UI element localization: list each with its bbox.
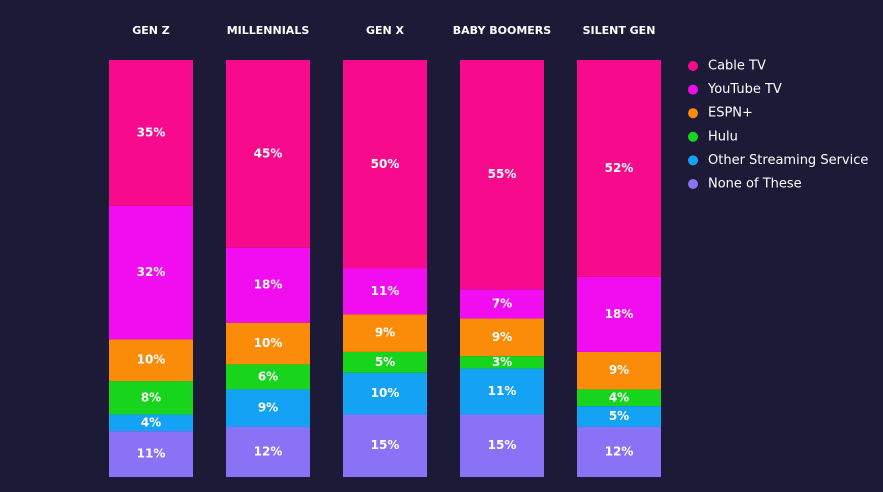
bar-segment — [343, 414, 427, 477]
bar-segment — [460, 289, 544, 319]
legend-label: Hulu — [708, 129, 738, 144]
bar-segment — [577, 351, 661, 390]
data-label: 4% — [609, 390, 629, 404]
legend-marker — [688, 84, 698, 95]
bar-segment — [109, 60, 193, 206]
legend-marker — [688, 108, 698, 119]
data-label: 35% — [137, 125, 166, 139]
data-label: 9% — [492, 330, 512, 344]
data-label: 7% — [492, 296, 512, 310]
legend-label: Other Streaming Service — [708, 153, 868, 168]
data-label: 5% — [609, 409, 629, 423]
data-label: 15% — [371, 438, 400, 452]
bar-segment — [577, 406, 661, 427]
bar-segment — [460, 368, 544, 415]
data-label: 55% — [488, 167, 517, 181]
data-label: 18% — [605, 307, 634, 321]
bar-segment — [577, 60, 661, 277]
data-label: 32% — [137, 265, 166, 279]
bar-segment — [577, 389, 661, 407]
bar-segment — [460, 414, 544, 477]
data-label: 6% — [258, 369, 278, 383]
bar-segment — [577, 276, 661, 352]
legend-marker — [688, 179, 698, 189]
bar-segment — [226, 364, 310, 390]
bar-segment — [460, 60, 544, 290]
data-label: 4% — [141, 415, 161, 429]
data-label: 12% — [254, 444, 283, 458]
category-label: MILLENNIALS — [227, 24, 310, 37]
bar-segment — [460, 356, 544, 369]
data-label: 45% — [254, 146, 283, 160]
data-label: 11% — [137, 447, 166, 461]
legend-marker — [688, 61, 698, 71]
data-label: 5% — [375, 355, 395, 369]
data-label: 12% — [605, 444, 634, 458]
bar-segment — [577, 426, 661, 477]
category-label: GEN X — [366, 24, 405, 37]
data-label: 9% — [609, 363, 629, 377]
data-label: 15% — [488, 438, 517, 452]
legend-marker — [688, 155, 698, 166]
legend-marker — [688, 131, 698, 142]
legend-label: YouTube TV — [707, 82, 782, 97]
bar-segment — [109, 414, 193, 432]
data-label: 10% — [371, 386, 400, 400]
data-label: 11% — [488, 384, 517, 398]
bar-segment — [109, 431, 193, 477]
legend-label: Cable TV — [708, 59, 766, 74]
data-label: 3% — [492, 355, 512, 369]
data-label: 9% — [375, 326, 395, 340]
legend-label: None of These — [708, 177, 802, 192]
bar-segment — [109, 381, 193, 415]
data-label: 9% — [258, 401, 278, 415]
bar-segment — [226, 247, 310, 323]
bar-segment — [343, 351, 427, 373]
bar-segment — [343, 314, 427, 352]
category-label: GEN Z — [132, 24, 170, 37]
category-label: SILENT GEN — [583, 24, 656, 37]
bar-segment — [109, 339, 193, 382]
bar-segment — [460, 318, 544, 357]
legend-label: ESPN+ — [708, 106, 753, 121]
bar-segment — [343, 268, 427, 315]
data-label: 10% — [254, 336, 283, 350]
bar-segment — [226, 426, 310, 477]
data-label: 52% — [605, 161, 634, 175]
bar-segment — [226, 322, 310, 365]
data-label: 11% — [371, 284, 400, 298]
data-label: 8% — [141, 390, 161, 404]
data-label: 10% — [137, 353, 166, 367]
data-label: 50% — [371, 157, 400, 171]
data-label: 18% — [254, 278, 283, 292]
bar-segment — [109, 205, 193, 340]
bar-segment — [343, 60, 427, 269]
bar-segment — [226, 389, 310, 427]
category-label: BABY BOOMERS — [453, 24, 551, 37]
bar-segment — [343, 372, 427, 415]
bar-segment — [226, 60, 310, 248]
